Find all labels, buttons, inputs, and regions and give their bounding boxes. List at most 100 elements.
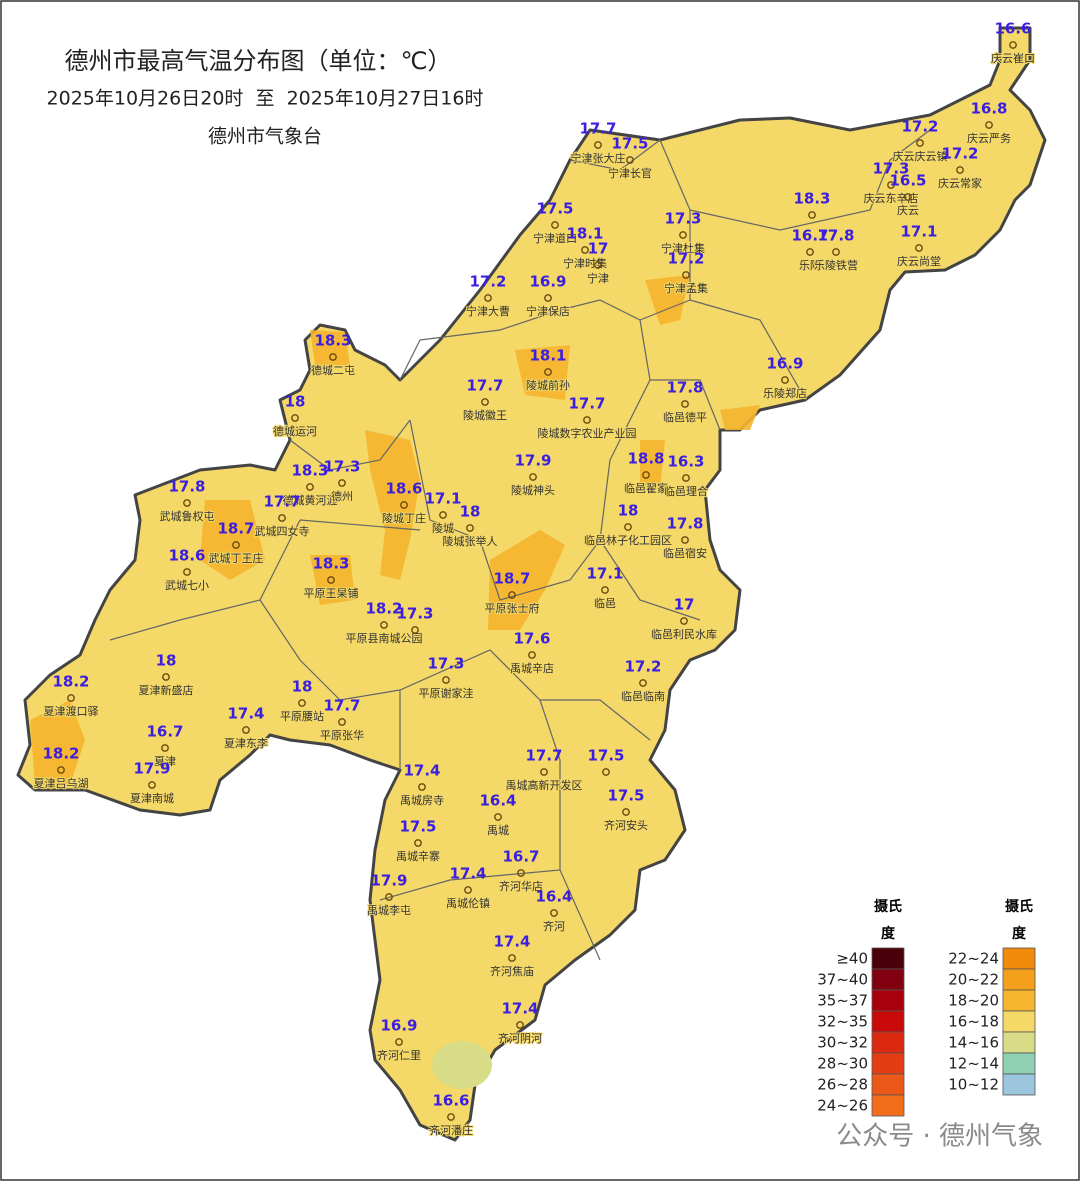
station-value: 18.3 <box>312 555 349 573</box>
legend-swatch <box>871 1052 905 1075</box>
station-name: 临邑德平 <box>663 410 707 424</box>
station-value: 17.3 <box>323 458 360 476</box>
station-dot <box>400 501 408 509</box>
station-dot <box>551 221 559 229</box>
legend-title: 摄氏 <box>1005 898 1033 915</box>
station-name: 宁津时集 <box>563 256 607 270</box>
station-dot <box>904 193 912 201</box>
station-value: 17.4 <box>493 933 530 951</box>
station-name: 庆云严务 <box>967 131 1011 145</box>
legend-swatch <box>1002 1052 1036 1075</box>
legend-swatch <box>871 1073 905 1096</box>
station-value: 17.8 <box>817 227 854 245</box>
station-dot <box>887 181 895 189</box>
station-dot <box>583 416 591 424</box>
station-name: 平原张士府 <box>485 601 540 615</box>
station-dot <box>832 248 840 256</box>
station-value: 17.3 <box>396 605 433 623</box>
station-name: 陵城数字农业产业园 <box>538 426 637 440</box>
station-name: 宁津长官 <box>608 166 652 180</box>
legend-swatch <box>871 1094 905 1117</box>
station-name: 宁津杜集 <box>661 241 705 255</box>
station-value: 17.5 <box>399 818 436 836</box>
station-dot <box>682 271 690 279</box>
station-value: 17.8 <box>666 515 703 533</box>
station-name: 齐河仁里 <box>377 1048 421 1062</box>
station-value: 17.3 <box>872 160 909 178</box>
station-value: 17.7 <box>579 120 616 138</box>
station-value: 17.4 <box>227 705 264 723</box>
station-name: 禹城 <box>487 824 509 837</box>
station-dot <box>183 568 191 576</box>
county-borders <box>109 129 931 961</box>
station-name: 夏津吕乌湖 <box>34 776 89 790</box>
station-value: 16.8 <box>970 100 1007 118</box>
station-dot <box>517 869 525 877</box>
station-value: 17.6 <box>513 630 550 648</box>
station-dot <box>338 718 346 726</box>
station-name: 夏津 <box>154 755 176 768</box>
station-value: 17.4 <box>501 1000 538 1018</box>
station-dot <box>602 768 610 776</box>
station-name: 武城四女寺 <box>255 524 310 538</box>
station-value: 17.1 <box>586 565 623 583</box>
legend-label: 26~28 <box>817 1076 868 1094</box>
station-name: 齐河安头 <box>604 818 648 832</box>
station-value: 18.7 <box>217 520 254 538</box>
station-dot <box>540 768 548 776</box>
station-value: 18.1 <box>529 347 566 365</box>
legend-swatch <box>1002 968 1036 991</box>
station-dot <box>806 248 814 256</box>
station-name: 临邑宿安 <box>663 546 707 560</box>
station-dot <box>411 626 419 634</box>
station-value: 18.2 <box>42 745 79 763</box>
legend-swatch <box>871 989 905 1012</box>
station-value: 17.2 <box>667 250 704 268</box>
station-value: 18 <box>285 393 306 411</box>
station-name: 宁津大曹 <box>466 304 510 318</box>
station-dot <box>329 353 337 361</box>
station-name: 平原谢家洼 <box>419 686 474 700</box>
station-dot <box>418 783 426 791</box>
station-value: 17.7 <box>466 377 503 395</box>
station-dot <box>681 400 689 408</box>
station-value: 17.7 <box>568 395 605 413</box>
watermark: 公众号 · 德州气象 <box>836 1122 1043 1152</box>
station-name: 德城二屯 <box>311 363 355 377</box>
station-dot <box>148 781 156 789</box>
station-value: 17.2 <box>901 118 938 136</box>
station-name: 陵城徽王 <box>463 408 507 422</box>
station-dot <box>161 744 169 752</box>
agency: 德州市气象台 <box>208 126 322 148</box>
station-dot <box>956 166 964 174</box>
station-value: 17.2 <box>941 145 978 163</box>
station-value: 17.2 <box>469 273 506 291</box>
station-name: 禹城高新开发区 <box>506 778 583 792</box>
legend-swatch <box>1002 1031 1036 1054</box>
station-name: 平原王杲铺 <box>304 587 359 600</box>
station-dot <box>528 651 536 659</box>
station-value: 17.5 <box>587 747 624 765</box>
station-value: 18.1 <box>566 225 603 243</box>
station-name: 陵城前孙 <box>526 378 570 392</box>
station-dot <box>594 261 602 269</box>
station-dot <box>681 536 689 544</box>
station-value: 16.7 <box>502 848 539 866</box>
station-value: 17.9 <box>514 452 551 470</box>
station-name: 禹城房寺 <box>400 794 444 807</box>
station-dot <box>544 294 552 302</box>
station-value: 18 <box>460 503 481 521</box>
station-value: 16.6 <box>994 20 1031 38</box>
station-value: 17.5 <box>607 787 644 805</box>
station-dot <box>278 514 286 522</box>
station-dot <box>447 1113 455 1121</box>
station-name: 武城七小 <box>165 579 209 592</box>
station-dot <box>626 156 634 164</box>
warm-patches <box>30 275 760 785</box>
station-name: 德城黄河涯 <box>283 493 338 507</box>
station-value: 17.7 <box>323 697 360 715</box>
station-dot <box>338 479 346 487</box>
station-name: 临邑理合 <box>664 484 708 498</box>
station-dot <box>385 893 393 901</box>
